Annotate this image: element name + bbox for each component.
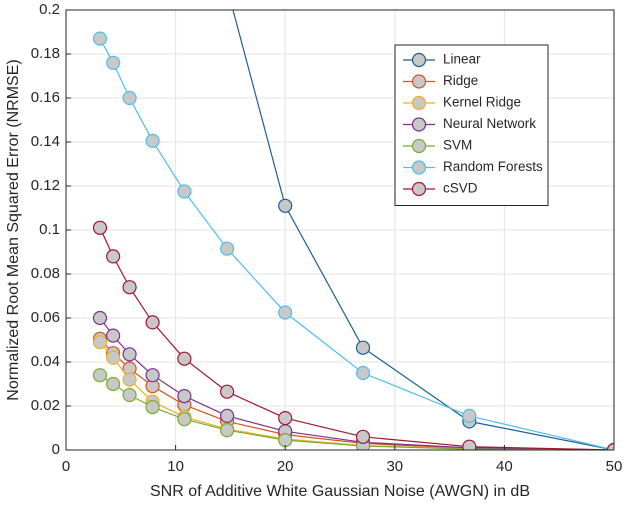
data-point — [122, 347, 137, 362]
legend-label: Ridge — [443, 73, 478, 88]
data-point — [278, 411, 293, 426]
legend-label: Kernel Ridge — [443, 95, 521, 110]
x-tick-label: 30 — [386, 458, 403, 475]
legend-marker — [411, 138, 427, 154]
series-line — [99, 38, 614, 450]
series-line — [99, 374, 614, 450]
y-tick-label: 0.06 — [31, 309, 60, 326]
y-tick-label: 0.18 — [31, 45, 60, 62]
data-point — [606, 442, 614, 450]
data-point — [278, 433, 293, 448]
y-tick-label: 0.04 — [31, 353, 60, 370]
y-tick-label: 0.08 — [31, 265, 60, 282]
series-line — [99, 317, 614, 450]
legend: Linear Ridge Kernel Ridge Neural Network SVM… — [394, 44, 549, 206]
data-point — [355, 340, 371, 355]
data-point — [92, 31, 108, 46]
data-point — [462, 439, 477, 450]
ticks: 0 10 20 30 40 50 0 0.02 0.04 0.06 0.08 0.1 0.12 0.14 0… — [31, 1, 623, 475]
data-point — [177, 351, 192, 366]
legend-marker — [411, 160, 427, 175]
series-line — [232, 10, 614, 450]
series-line — [99, 227, 614, 450]
legend-marker — [411, 117, 427, 132]
data-point — [122, 372, 137, 387]
data-point — [145, 400, 160, 415]
data-point — [278, 198, 293, 213]
legend-label: SVM — [443, 138, 472, 153]
y-tick-label: 0.14 — [31, 133, 60, 150]
legend-label: Neural Network — [443, 116, 536, 131]
data-point — [106, 376, 121, 392]
data-point — [355, 365, 371, 381]
data-point — [220, 384, 235, 399]
data-point — [278, 305, 293, 320]
plot — [92, 10, 614, 450]
data-point — [355, 429, 371, 444]
data-point — [177, 412, 192, 427]
series-line — [99, 338, 614, 450]
data-point — [106, 55, 121, 70]
data-point — [145, 368, 160, 383]
legend-label: cSVD — [443, 181, 478, 196]
legend-label: Random Forests — [443, 159, 543, 174]
x-tick-label: 40 — [496, 458, 513, 475]
data-point — [145, 133, 160, 148]
y-tick-label: 0.16 — [31, 89, 60, 106]
y-tick-label: 0.02 — [31, 397, 60, 414]
x-axis-label: SNR of Additive White Gaussian Noise (AW… — [150, 483, 530, 500]
x-tick-label: 50 — [606, 458, 623, 475]
data-point — [220, 423, 235, 438]
data-point — [92, 310, 108, 326]
legend-label: Linear — [443, 52, 481, 67]
data-point — [122, 90, 137, 106]
data-point — [106, 328, 121, 343]
y-tick-label: 0.12 — [31, 177, 60, 194]
data-point — [177, 184, 192, 199]
y-axis-label: Normalized Root Mean Squared Error (NRMS… — [5, 59, 22, 400]
data-point — [106, 350, 121, 365]
data-point — [92, 368, 108, 383]
data-point — [220, 241, 235, 256]
data-point — [462, 408, 477, 423]
data-point — [92, 220, 108, 235]
y-tick-label: 0.2 — [39, 1, 60, 18]
data-point — [145, 315, 160, 330]
legend-marker — [411, 52, 427, 68]
y-tick-label: 0 — [52, 441, 60, 458]
data-point — [220, 408, 235, 423]
legend-marker — [411, 181, 427, 197]
legend-marker — [411, 95, 427, 111]
data-point — [106, 249, 121, 264]
data-point — [177, 389, 192, 404]
data-point — [92, 335, 108, 350]
y-tick-label: 0.1 — [39, 221, 60, 238]
data-point — [122, 280, 137, 295]
x-tick-label: 0 — [62, 458, 70, 475]
legend-marker — [411, 74, 427, 89]
x-tick-label: 10 — [167, 458, 184, 475]
x-tick-label: 20 — [277, 458, 294, 475]
data-point — [122, 387, 137, 403]
